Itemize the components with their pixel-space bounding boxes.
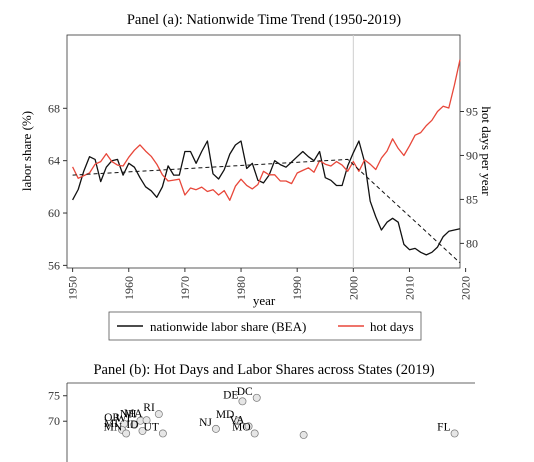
x-tick-label: 1970 xyxy=(178,276,192,300)
legend: nationwide labor share (BEA) hot days xyxy=(108,311,422,341)
state-point xyxy=(250,429,259,438)
state-point xyxy=(234,417,243,426)
hot-days-line xyxy=(72,59,461,201)
left-axis-ticks: 56 60 64 68 xyxy=(48,101,67,272)
state-point xyxy=(130,420,139,429)
state-point xyxy=(154,410,163,419)
x-tick-label: 1950 xyxy=(66,276,80,300)
left-tick-label: 64 xyxy=(48,154,60,168)
state-label: MI xyxy=(104,418,118,430)
left-tick-label: 68 xyxy=(48,101,60,115)
legend-box xyxy=(108,311,422,341)
y2-axis-label: hot days per year xyxy=(479,106,494,196)
state-point xyxy=(142,416,151,425)
labor-share-line xyxy=(72,140,461,256)
x-tick-label: 1980 xyxy=(234,276,248,300)
panel-b-y-ticks: 70 75 xyxy=(48,389,67,428)
x-tick-label: 1960 xyxy=(122,276,136,300)
state-point xyxy=(450,429,459,438)
state-label: NJ xyxy=(199,417,212,429)
panel-a-series xyxy=(72,59,461,264)
state-point xyxy=(244,422,253,431)
panel-b-tick-label: 70 xyxy=(48,414,60,428)
panel-b-tick-label: 75 xyxy=(48,389,60,403)
state-point xyxy=(122,429,131,438)
state-point xyxy=(138,426,147,435)
y-axis-label: labor share (%) xyxy=(19,111,34,191)
state-label: FL xyxy=(437,421,450,433)
state-point xyxy=(158,429,167,438)
state-label: WI xyxy=(116,413,131,425)
state-label: RI xyxy=(143,402,155,414)
state-label: DC xyxy=(237,386,253,398)
x-axis-ticks: 1950 1960 1970 1980 1990 2000 2010 2020 xyxy=(66,268,473,300)
trend-line xyxy=(72,158,461,264)
state-label: UT xyxy=(144,421,159,433)
state-label: OR xyxy=(104,412,120,424)
state-label: MD xyxy=(216,409,235,421)
panel-a-plot-frame xyxy=(66,34,461,269)
x-tick-label: 2020 xyxy=(459,276,473,300)
x-tick-label: 2010 xyxy=(402,276,416,300)
state-label: VA xyxy=(229,414,245,426)
state-label: DE xyxy=(223,389,238,401)
panel-a: Panel (a): Nationwide Time Trend (1950-2… xyxy=(19,12,494,341)
left-tick-label: 56 xyxy=(48,258,60,272)
state-point xyxy=(299,431,308,439)
legend-label-hot-days: hot days xyxy=(370,319,414,334)
right-axis-ticks: 80 85 90 95 xyxy=(460,104,478,250)
state-label: NH xyxy=(120,409,137,421)
state-label: ID xyxy=(126,419,138,431)
x-tick-label: 1990 xyxy=(290,276,304,300)
state-point xyxy=(238,397,247,406)
panel-a-title: Panel (a): Nationwide Time Trend (1950-2… xyxy=(127,12,401,28)
right-tick-label: 85 xyxy=(466,192,478,206)
right-tick-label: 90 xyxy=(466,148,478,162)
right-tick-label: 80 xyxy=(466,236,478,250)
x-axis-label: year xyxy=(253,293,276,308)
panel-b-title: Panel (b): Hot Days and Labor Shares acr… xyxy=(93,362,434,378)
left-tick-label: 60 xyxy=(48,206,60,220)
panel-b: Panel (b): Hot Days and Labor Shares acr… xyxy=(48,362,475,462)
state-label: MO xyxy=(232,421,251,433)
legend-label-labor-share: nationwide labor share (BEA) xyxy=(150,319,306,334)
state-point xyxy=(252,393,261,402)
state-label: MA xyxy=(124,408,143,420)
x-tick-label: 2000 xyxy=(346,276,360,300)
state-label: MN xyxy=(104,421,123,433)
state-point xyxy=(211,424,220,433)
right-tick-label: 95 xyxy=(466,104,478,118)
